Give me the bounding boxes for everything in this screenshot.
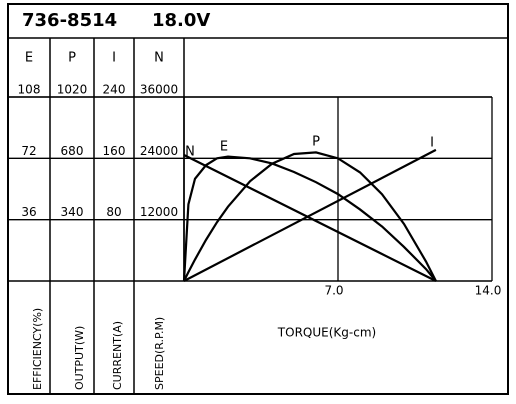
curve-label: I <box>430 136 434 151</box>
y-tick-label: 36 <box>21 205 36 219</box>
y-tick-label: 80 <box>106 205 121 219</box>
column-name: E <box>25 51 33 66</box>
y-tick-label: 240 <box>103 83 126 97</box>
column-name: I <box>112 51 116 66</box>
model: 736-8514 <box>22 10 117 31</box>
curve <box>183 154 437 282</box>
y-tick-label: 340 <box>61 205 84 219</box>
curve-label: P <box>312 135 320 150</box>
y-tick-label: 36000 <box>140 83 178 97</box>
voltage: 18.0V <box>152 10 210 31</box>
y-tick-label: 24000 <box>140 144 178 158</box>
x-tick-label: 14.0 <box>475 284 502 298</box>
y-tick-label: 108 <box>18 83 41 97</box>
column-name: P <box>68 51 76 66</box>
outer-frame <box>7 3 509 395</box>
axis-label: SPEED(R.P.M) <box>153 317 166 390</box>
axis-label: OUTPUT(W) <box>73 326 86 390</box>
y-tick-label: 1020 <box>57 83 88 97</box>
y-tick-label: 12000 <box>140 205 178 219</box>
y-tick-label: 72 <box>21 144 36 158</box>
column-name: N <box>154 51 164 66</box>
curve-label: E <box>220 140 228 155</box>
axis-label: EFFICIENCY(%) <box>31 308 44 390</box>
y-tick-label: 680 <box>61 144 84 158</box>
curve <box>182 155 437 282</box>
y-tick-label: 160 <box>103 144 126 158</box>
curve <box>183 148 437 282</box>
x-axis-label: TORQUE(Kg-cm) <box>277 326 376 340</box>
curve-label: N <box>185 145 195 160</box>
axis-label: CURRENT(A) <box>111 321 124 390</box>
x-tick-label: 7.0 <box>324 284 343 298</box>
